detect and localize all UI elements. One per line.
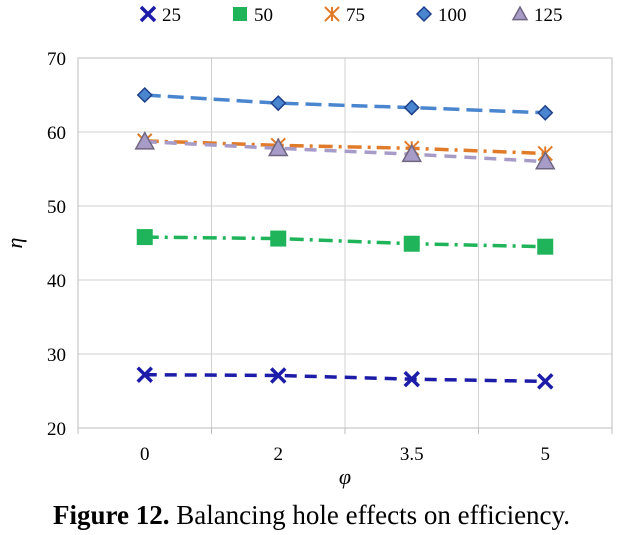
y-tick-label: 20 bbox=[47, 419, 66, 440]
series-layer bbox=[134, 86, 556, 390]
y-tick-label: 70 bbox=[47, 49, 66, 70]
data-point-x-marker bbox=[139, 5, 157, 23]
series-line bbox=[144, 139, 546, 164]
legend-label: 50 bbox=[254, 5, 273, 26]
x-tick-label: 2 bbox=[274, 444, 284, 465]
legend-item-25: 25 bbox=[139, 5, 181, 26]
x-tick-label: 5 bbox=[541, 444, 551, 465]
data-point-x-marker bbox=[270, 367, 287, 384]
data-point-square-marker bbox=[136, 229, 153, 246]
legend-item-50: 50 bbox=[233, 5, 273, 26]
y-axis-ticks: 20 30 40 50 60 70 bbox=[47, 49, 66, 440]
data-point-diamond-marker bbox=[136, 86, 153, 104]
series-line bbox=[144, 139, 546, 156]
x-tick-label: 0 bbox=[140, 444, 150, 465]
legend-label: 25 bbox=[162, 5, 181, 26]
data-point-star-marker bbox=[324, 6, 340, 22]
data-point-triangle-marker bbox=[134, 131, 156, 150]
series-line bbox=[144, 372, 546, 384]
legend-label: 75 bbox=[346, 5, 365, 26]
legend-item-75: 75 bbox=[324, 5, 365, 26]
data-point-x-marker bbox=[136, 366, 153, 383]
y-tick-label: 50 bbox=[47, 197, 66, 218]
y-axis-title: η bbox=[2, 238, 27, 249]
series-line bbox=[144, 93, 546, 115]
legend-label: 125 bbox=[534, 5, 563, 26]
x-axis-title: φ bbox=[339, 464, 351, 489]
data-point-square-marker bbox=[270, 230, 287, 247]
data-point-square-marker bbox=[233, 7, 247, 21]
data-point-triangle-marker bbox=[511, 5, 529, 21]
series-50 bbox=[136, 229, 554, 255]
x-tick-label: 3.5 bbox=[400, 444, 424, 465]
data-point-x-marker bbox=[537, 373, 554, 390]
figure-caption: Figure 12. Balancing hole effects on eff… bbox=[0, 500, 623, 531]
data-point-square-marker bbox=[537, 238, 554, 255]
caption-label: Figure 12. bbox=[52, 500, 170, 530]
y-tick-label: 60 bbox=[47, 123, 66, 144]
data-point-square-marker bbox=[403, 235, 420, 252]
legend-label: 100 bbox=[438, 5, 467, 26]
data-point-diamond-marker bbox=[537, 104, 554, 121]
y-tick-label: 40 bbox=[47, 271, 66, 292]
grid-lines bbox=[78, 57, 612, 429]
series-line bbox=[144, 235, 546, 249]
caption-text: Balancing hole effects on efficiency. bbox=[176, 500, 571, 530]
data-point-x-marker bbox=[403, 370, 420, 388]
data-point-diamond-marker bbox=[403, 99, 420, 116]
data-point-triangle-marker bbox=[401, 143, 423, 163]
series-100 bbox=[136, 86, 554, 121]
series-125 bbox=[134, 131, 556, 170]
data-point-diamond-marker bbox=[270, 95, 287, 112]
y-tick-label: 30 bbox=[47, 345, 66, 366]
x-axis-ticks: 0 2 3.5 5 bbox=[77, 428, 613, 465]
data-point-triangle-marker bbox=[534, 151, 556, 170]
series-25 bbox=[136, 366, 554, 390]
legend-item-100: 100 bbox=[415, 5, 467, 26]
legend-item-125: 125 bbox=[511, 5, 563, 26]
data-point-diamond-marker bbox=[415, 5, 433, 23]
chart-legend: 25 50 75 100 125 bbox=[139, 5, 563, 26]
data-point-triangle-marker bbox=[267, 137, 289, 157]
